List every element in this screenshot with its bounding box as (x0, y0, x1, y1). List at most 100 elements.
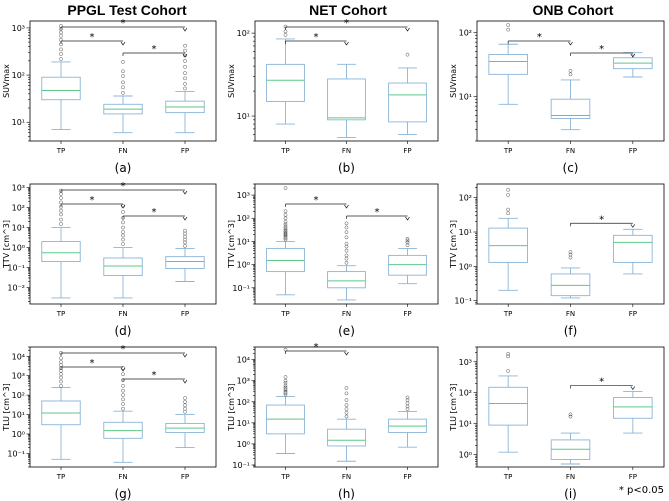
outlier-point (283, 186, 288, 190)
y-tick-label: 10² (12, 204, 25, 213)
y-tick-label: 10³ (459, 358, 472, 367)
y-tick-label: 10⁴ (12, 352, 25, 361)
bracket-arrowhead (120, 204, 126, 209)
y-tick-label: 10² (237, 398, 250, 407)
box-fp (388, 52, 427, 135)
outlier-point (344, 386, 349, 390)
significance-fn-fp: * (570, 376, 636, 391)
y-tick-label: 10¹ (237, 237, 250, 246)
y-tick-label: 10⁻¹ (232, 284, 250, 293)
outlier-point (283, 392, 288, 397)
iqr-box (488, 54, 528, 75)
outlier-point (121, 210, 125, 214)
outlier-point (59, 200, 63, 205)
y-tick-label: 10⁻¹ (7, 449, 25, 458)
outlier-point (506, 207, 511, 212)
outlier-point (121, 393, 125, 397)
box-fp (613, 391, 653, 434)
outlier-point (344, 248, 349, 253)
y-tick-label: 10¹ (459, 92, 472, 101)
outlier-point (59, 30, 63, 35)
y-tick-label: 10² (237, 214, 250, 223)
outlier-point (506, 23, 511, 27)
outlier-point (121, 388, 125, 393)
outlier-point (506, 211, 511, 216)
outlier-point (121, 406, 125, 411)
significance-tp-fp: * (60, 344, 188, 358)
bracket-arrowhead (182, 216, 188, 221)
outlier-point (283, 378, 288, 383)
outlier-point (183, 64, 187, 69)
panel-label: (h) (338, 487, 355, 501)
outlier-point (183, 400, 187, 404)
box-fn (327, 221, 366, 301)
box-fn (550, 68, 591, 131)
y-tick-label: 10¹ (459, 228, 472, 237)
outlier-point (121, 60, 125, 64)
x-tick-label-fp: FP (181, 147, 189, 155)
outlier-point (121, 384, 125, 388)
outlier-point (121, 372, 125, 377)
y-axis-label: SUVmax (227, 64, 236, 98)
significance-fn-fp: * (346, 207, 410, 221)
outlier-point (344, 410, 349, 415)
outlier-point (344, 244, 349, 249)
bracket-arrowhead (182, 353, 188, 358)
outlier-point (568, 252, 573, 257)
bracket-arrowhead (568, 41, 573, 46)
y-tick-label: 10² (12, 391, 25, 400)
y-axis-label: TTV [cm^3] (227, 220, 236, 269)
x-tick-label-fn: FN (566, 310, 575, 318)
y-axis-label: TLU [cm^3] (2, 383, 11, 432)
significance-tp-fn: * (285, 32, 349, 46)
iqr-box (41, 241, 81, 262)
outlier-point (568, 72, 573, 77)
iqr-box (266, 247, 305, 273)
box-tp (266, 186, 305, 296)
iqr-box (327, 78, 366, 121)
iqr-box (488, 386, 528, 426)
significance-label: * (152, 207, 157, 218)
significance-label: * (599, 376, 604, 387)
outlier-point (183, 403, 187, 408)
iqr-box (266, 63, 305, 102)
y-tick-label: 10³ (237, 377, 250, 386)
outlier-point (183, 76, 187, 81)
outlier-point (283, 237, 288, 242)
outlier-point (283, 213, 288, 217)
outlier-point (344, 256, 349, 261)
y-tick-label: 10² (459, 28, 472, 37)
y-tick-label: 10² (459, 194, 472, 203)
x-tick-label-fp: FP (629, 473, 637, 481)
iqr-box (550, 273, 591, 297)
x-tick-label-tp: TP (503, 310, 513, 318)
box-tp (41, 350, 81, 460)
outlier-point (183, 237, 187, 242)
outlier-point (283, 226, 288, 230)
outlier-point (59, 375, 63, 380)
significance-label: * (599, 44, 604, 55)
x-tick-label-fn: FN (118, 147, 127, 155)
box-fn (103, 60, 143, 134)
outlier-point (183, 82, 187, 86)
significance-tp-fn: * (60, 32, 126, 46)
y-tick-label: 10¹ (237, 419, 250, 428)
bracket-arrowhead (182, 190, 188, 195)
outlier-point (283, 230, 288, 235)
outlier-point (283, 387, 288, 391)
x-tick-label-fp: FP (403, 473, 411, 481)
outlier-point (344, 414, 349, 419)
outlier-point (283, 388, 288, 393)
y-tick-label: 10⁰ (459, 262, 472, 271)
panel-f: 10⁻¹ 10⁰ 10¹ 10² TTV [cm^3] TP FN FP * (f) (449, 183, 665, 338)
significance-label: * (121, 181, 126, 192)
outlier-point (283, 224, 288, 229)
outlier-point (344, 403, 349, 407)
x-tick-label-tp: TP (56, 147, 66, 155)
box-fn (327, 63, 366, 139)
y-axis-label: SUVmax (2, 64, 11, 98)
panel-a: 10¹ 10² 10³ SUVmax TP FN FP * * * (a) (2, 18, 217, 175)
box-fn (550, 250, 591, 299)
bracket-arrowhead (182, 379, 188, 384)
outlier-point (59, 356, 63, 361)
